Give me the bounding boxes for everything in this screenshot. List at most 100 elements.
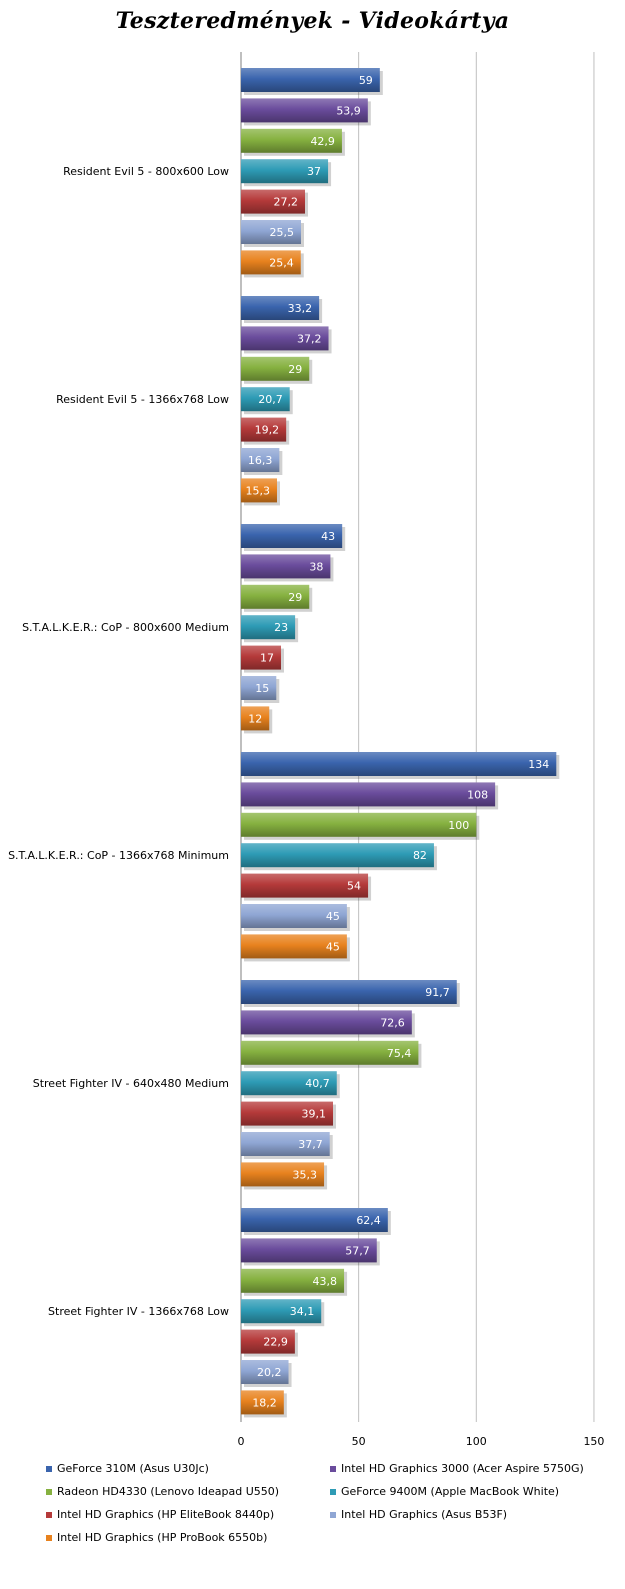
bar-value-label: 20,7 [258,393,283,406]
category-label: Street Fighter IV - 1366x768 Low [48,1305,229,1318]
bar [241,478,278,503]
legend-item: GeForce 310M (Asus U30Jc) [46,1462,209,1475]
bar [241,706,270,731]
bar [241,387,290,412]
legend-swatch [46,1511,52,1518]
legend-swatch [330,1511,336,1518]
bar [241,1071,337,1096]
bar [241,843,434,868]
bar [241,524,343,548]
bar-value-label: 15 [255,682,269,695]
bar [241,1101,334,1126]
bar-value-label: 25,4 [269,256,294,269]
bars [241,68,560,1418]
bar-value-label: 18,2 [252,1396,277,1409]
bar-value-label: 72,6 [380,1016,405,1029]
bar [241,68,380,92]
bar [241,220,302,244]
bar [241,417,287,442]
bar-value-label: 42,9 [310,135,335,148]
bar [241,812,477,837]
bar-value-label: 45 [326,910,340,923]
x-tick-label: 50 [352,1435,366,1448]
bar [241,1040,419,1065]
bar-value-label: 17 [260,652,274,665]
bar-value-label: 33,2 [288,302,313,315]
bar-value-label: 29 [288,363,302,376]
bar-value-label: 37,2 [297,332,322,345]
bar [241,1268,345,1293]
bar-value-label: 108 [467,788,488,801]
bar-value-label: 35,3 [293,1168,318,1181]
bar [241,98,368,123]
bar-value-label: 37 [307,165,321,178]
bar [241,676,277,700]
bar [241,1238,377,1263]
bar [241,584,310,609]
legend-item: Intel HD Graphics (HP ProBook 6550b) [46,1531,267,1544]
bar-value-label: 20,2 [257,1366,282,1379]
bar [241,1162,325,1187]
legend-swatch [46,1534,52,1541]
bar-value-label: 27,2 [274,196,299,209]
bar [241,873,369,898]
labels: 0 50 100 150 59 53,9 42,9 37 27,2 25,5 25,4 Residen… [8,74,604,1448]
bar-value-label: 91,7 [425,986,450,999]
bar [241,615,296,640]
x-tick-label: 150 [583,1435,604,1448]
legend-label: Intel HD Graphics 3000 (Acer Aspire 5750… [341,1462,584,1475]
bar-value-label: 54 [347,880,361,893]
bar [241,128,342,153]
category-label: Resident Evil 5 - 1366x768 Low [56,393,229,406]
bar [241,1010,412,1035]
bar-value-label: 40,7 [305,1077,330,1090]
gridlines [240,52,595,1422]
bar-value-label: 43 [321,530,335,543]
legend-label: Intel HD Graphics (HP ProBook 6550b) [57,1531,268,1544]
bar [241,296,320,320]
bar-value-label: 134 [528,758,549,771]
legend-swatch [46,1488,52,1495]
bar [241,554,331,579]
bar-value-label: 38 [309,560,323,573]
legend-label: Radeon HD4330 (Lenovo Ideapad U550) [57,1485,280,1498]
bar-value-label: 12 [248,712,262,725]
bar-value-label: 16,3 [248,454,273,467]
legend-swatch [330,1465,336,1472]
category-label: Resident Evil 5 - 800x600 Low [63,165,229,178]
bar-value-label: 39,1 [302,1108,327,1121]
legend-item: Intel HD Graphics (Asus B53F) [330,1508,507,1521]
bar-value-label: 19,2 [255,424,280,437]
bar [241,752,557,776]
bar [241,1360,289,1384]
bar [241,1299,322,1324]
bar [241,782,496,807]
legend-item: GeForce 9400M (Apple MacBook White) [330,1485,559,1498]
bar [241,159,329,184]
bar [241,250,301,275]
bar-value-label: 62,4 [356,1214,381,1227]
bar-value-label: 43,8 [313,1275,338,1288]
bar-value-label: 100 [448,819,469,832]
bar [241,189,306,214]
bar-value-label: 22,9 [263,1336,288,1349]
bar-value-label: 37,7 [298,1138,323,1151]
legend-label: Intel HD Graphics (HP EliteBook 8440p) [57,1508,275,1521]
bar-value-label: 45 [326,940,340,953]
bar [241,645,282,670]
bar-value-label: 75,4 [387,1047,412,1060]
x-tick-label: 100 [466,1435,487,1448]
bar [241,1329,295,1354]
bar-value-label: 59 [359,74,373,87]
bar-value-label: 23 [274,621,288,634]
bar-value-label: 57,7 [345,1244,370,1257]
bar-value-label: 29 [288,591,302,604]
legend-swatch [330,1488,336,1495]
legend-label: GeForce 9400M (Apple MacBook White) [341,1485,560,1498]
bar [241,1132,330,1156]
legend-item: Intel HD Graphics (HP EliteBook 8440p) [46,1508,274,1521]
bar [241,1390,284,1415]
x-tick-label: 0 [238,1435,245,1448]
bar [241,980,457,1004]
